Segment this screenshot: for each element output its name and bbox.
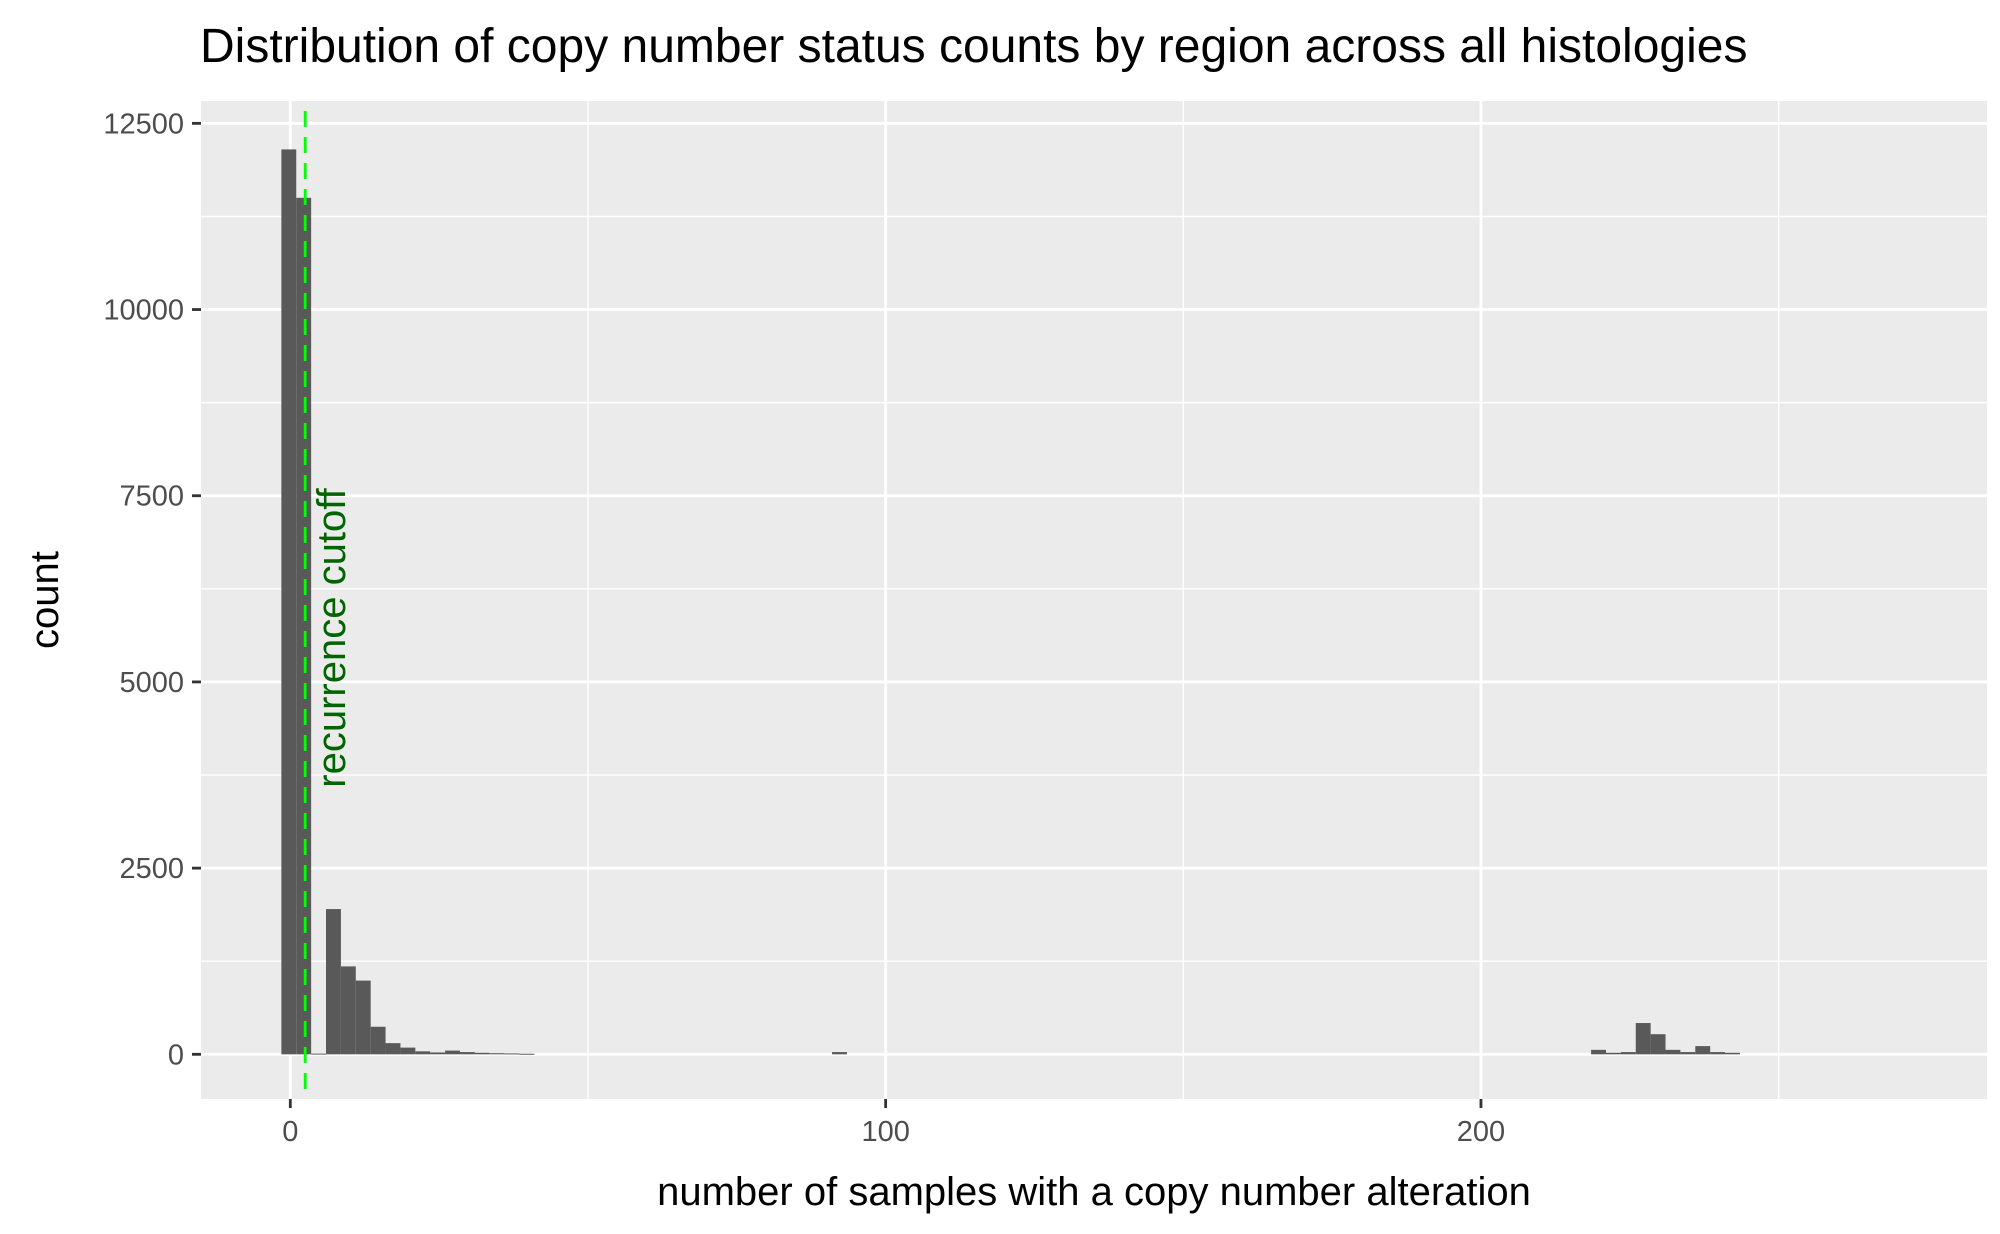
histogram-bar bbox=[326, 909, 341, 1055]
histogram-bars bbox=[281, 149, 1740, 1055]
y-axis-title: count bbox=[23, 551, 67, 649]
histogram-bar bbox=[1605, 1052, 1621, 1055]
histogram-bar bbox=[445, 1050, 460, 1055]
histogram-bar bbox=[1680, 1052, 1696, 1055]
histogram-bar bbox=[489, 1053, 505, 1055]
y-tick-label: 2500 bbox=[119, 853, 184, 885]
grid-lines bbox=[201, 101, 1987, 1099]
chart-title: Distribution of copy number status count… bbox=[200, 20, 1747, 73]
x-tick-label: 200 bbox=[1457, 1116, 1505, 1148]
reference-line-group: recurrence cutoff bbox=[303, 111, 354, 1099]
histogram-bar bbox=[504, 1053, 520, 1055]
y-tick-label: 10000 bbox=[103, 295, 184, 327]
x-tick-label: 100 bbox=[861, 1116, 909, 1148]
y-tick-label: 5000 bbox=[119, 667, 184, 699]
histogram-bar bbox=[1650, 1034, 1666, 1055]
histogram-bar bbox=[415, 1051, 431, 1055]
histogram-bar bbox=[281, 149, 297, 1055]
histogram-bar bbox=[519, 1053, 535, 1055]
histogram-bar bbox=[385, 1043, 401, 1055]
histogram-bar bbox=[340, 966, 356, 1055]
y-tick-label: 7500 bbox=[119, 481, 184, 513]
x-axis-title: number of samples with a copy number alt… bbox=[657, 1170, 1531, 1214]
histogram-bar bbox=[1665, 1049, 1681, 1055]
histogram-bar bbox=[430, 1052, 446, 1055]
histogram-bar bbox=[1591, 1049, 1606, 1055]
histogram-bar bbox=[1695, 1046, 1711, 1055]
plot-panel bbox=[201, 101, 1987, 1099]
axes: 0 2500 5000 7500 10000 12500 0 100 200 bbox=[103, 108, 1505, 1148]
histogram-bar bbox=[1620, 1052, 1636, 1055]
histogram-bar bbox=[296, 197, 312, 1055]
histogram-bar bbox=[1725, 1052, 1740, 1055]
histogram-bar bbox=[370, 1026, 386, 1055]
histogram-bar bbox=[459, 1052, 475, 1055]
histogram-bar bbox=[400, 1047, 416, 1055]
histogram-bar bbox=[1710, 1052, 1726, 1055]
y-tick-label: 12500 bbox=[103, 108, 184, 140]
y-tick-label: 0 bbox=[168, 1039, 184, 1071]
histogram-bar bbox=[355, 980, 371, 1055]
histogram-bar bbox=[311, 1053, 327, 1055]
histogram-bar bbox=[474, 1052, 490, 1055]
histogram-bar bbox=[1635, 1023, 1651, 1055]
recurrence-cutoff-label: recurrence cutoff bbox=[310, 487, 354, 787]
x-tick-label: 0 bbox=[282, 1116, 298, 1148]
histogram-bar bbox=[832, 1052, 847, 1055]
